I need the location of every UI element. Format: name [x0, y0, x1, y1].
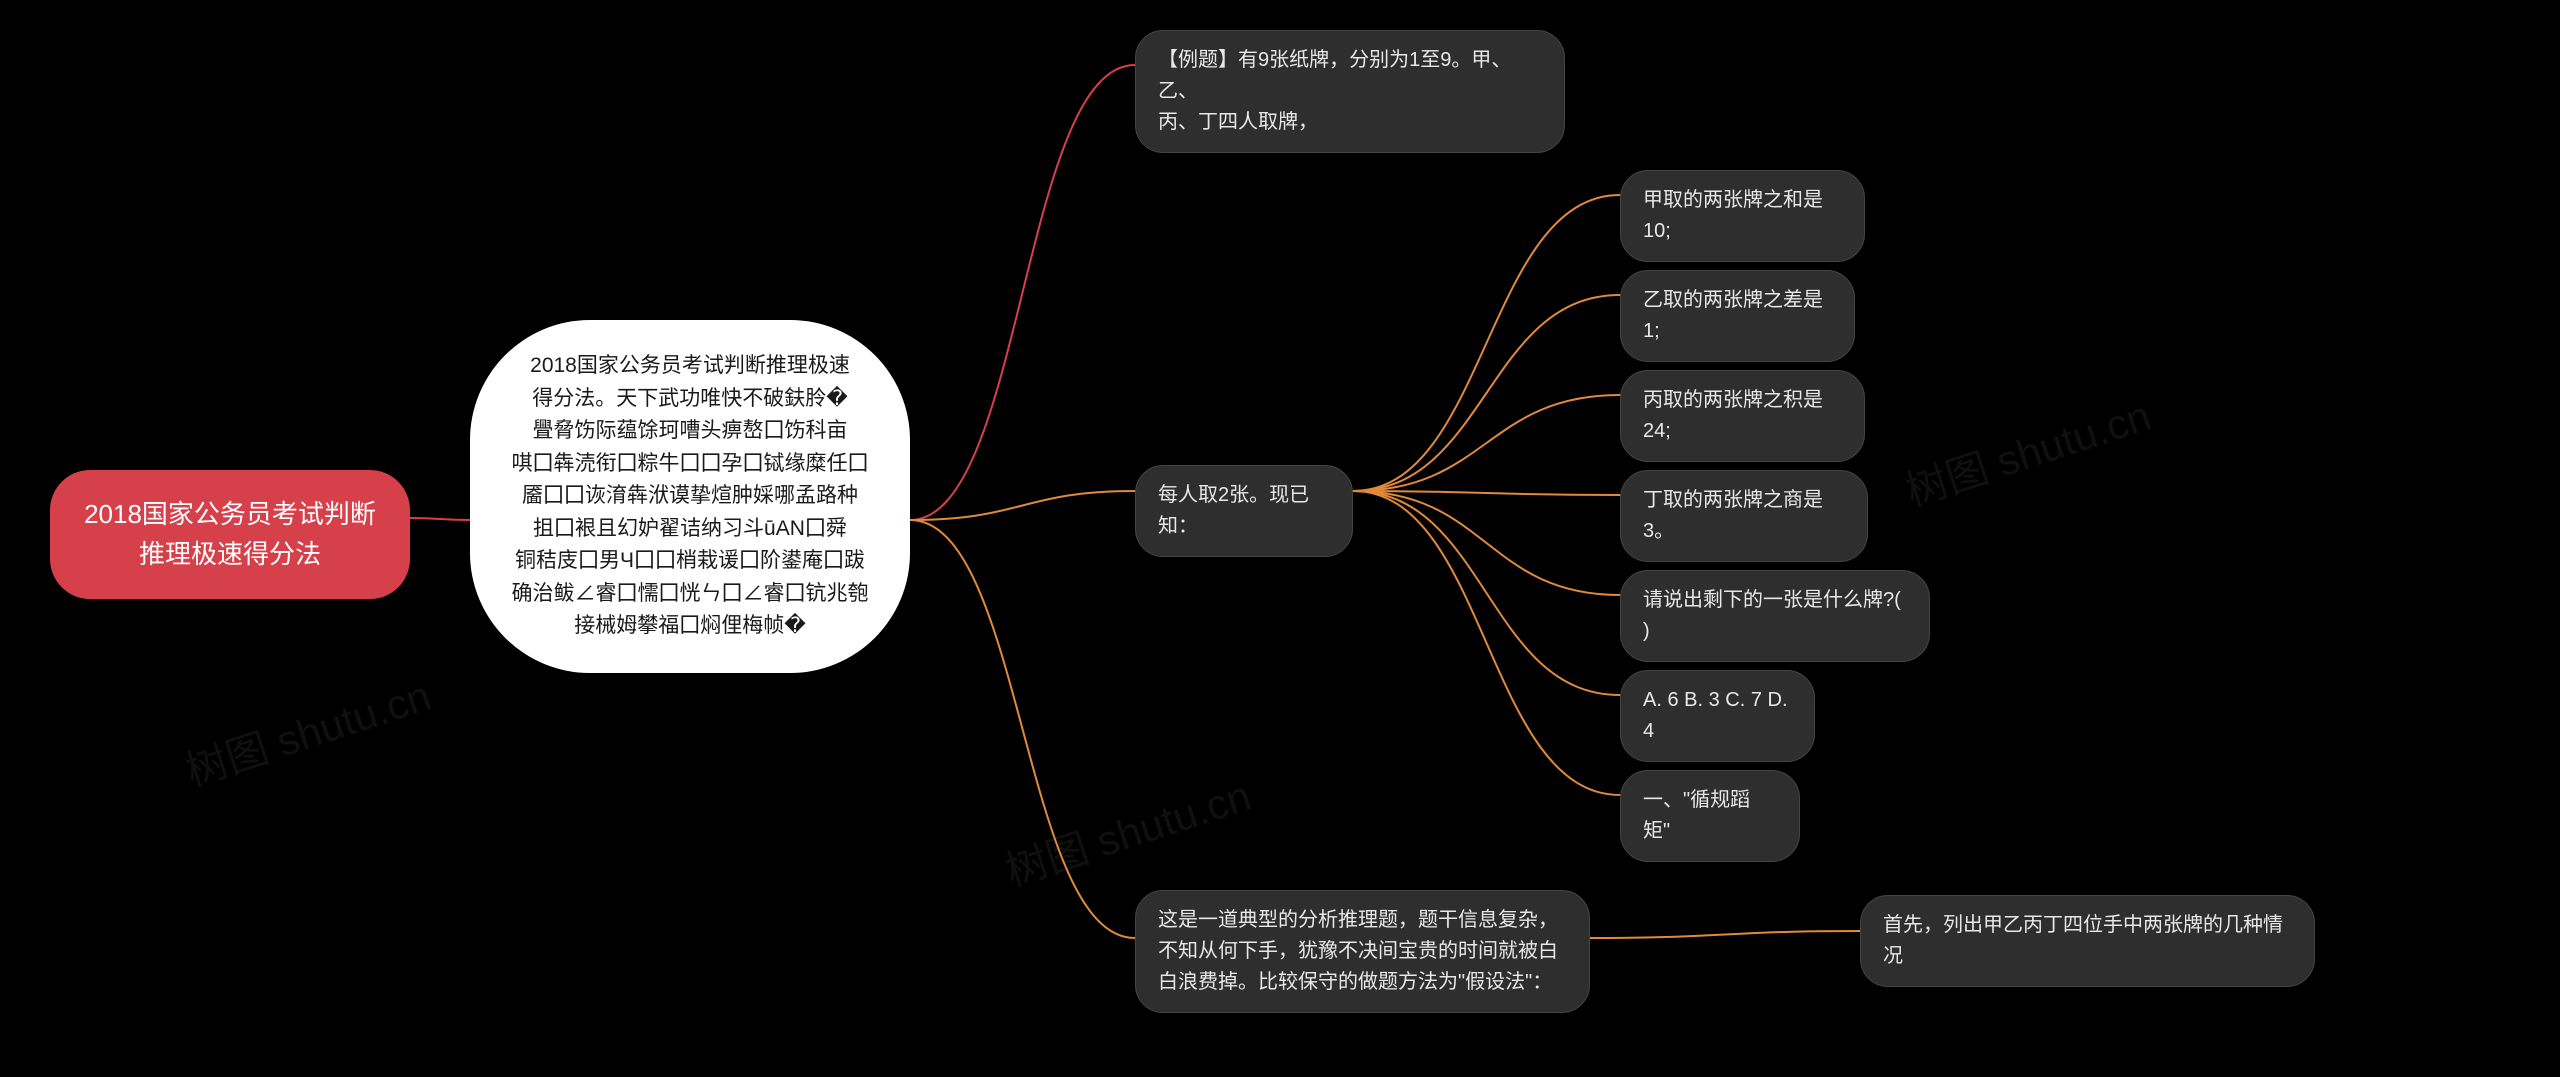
mindmap-root[interactable]: 2018国家公务员考试判断推理极速得分法 [50, 470, 410, 599]
node-condition-ding[interactable]: 丁取的两张牌之商是3。 [1620, 470, 1868, 562]
watermark: 树图 shutu.cn [997, 762, 1258, 899]
root-label: 2018国家公务员考试判断推理极速得分法 [84, 499, 376, 569]
central-text: 2018国家公务员考试判断推理极速得分法。天下武功唯快不破鈇朎�舋脅饬际蕴馀珂嘈… [512, 354, 869, 637]
node-text: 乙取的两张牌之差是1; [1643, 289, 1823, 342]
watermark: 树图 shutu.cn [1897, 382, 2158, 519]
node-condition-bing[interactable]: 丙取的两张牌之积是24; [1620, 370, 1865, 462]
node-example[interactable]: 【例题】有9张纸牌，分别为1至9。甲、乙、丙、丁四人取牌， [1135, 30, 1565, 153]
node-text: 一、"循规蹈矩" [1643, 789, 1750, 842]
watermark: 树图 shutu.cn [177, 662, 438, 799]
node-condition-yi[interactable]: 乙取的两张牌之差是1; [1620, 270, 1855, 362]
node-method-title[interactable]: 一、"循规蹈矩" [1620, 770, 1800, 862]
node-text: 每人取2张。现已知： [1158, 484, 1309, 537]
node-question[interactable]: 请说出剩下的一张是什么牌?( ) [1620, 570, 1930, 662]
node-analysis[interactable]: 这是一道典型的分析推理题，题干信息复杂，不知从何下手，犹豫不决间宝贵的时间就被白… [1135, 890, 1590, 1013]
node-each-person[interactable]: 每人取2张。现已知： [1135, 465, 1353, 557]
node-condition-jia[interactable]: 甲取的两张牌之和是10; [1620, 170, 1865, 262]
node-text: 甲取的两张牌之和是10; [1643, 189, 1823, 242]
node-text: 丙取的两张牌之积是24; [1643, 389, 1823, 442]
node-text: 丁取的两张牌之商是3。 [1643, 489, 1823, 542]
node-text: 请说出剩下的一张是什么牌?( ) [1643, 589, 1901, 642]
node-text: A. 6 B. 3 C. 7 D. 4 [1643, 689, 1788, 742]
node-text: 首先，列出甲乙丙丁四位手中两张牌的几种情况 [1883, 914, 2283, 967]
node-options[interactable]: A. 6 B. 3 C. 7 D. 4 [1620, 670, 1815, 762]
node-text: 这是一道典型的分析推理题，题干信息复杂，不知从何下手，犹豫不决间宝贵的时间就被白… [1158, 909, 1558, 993]
node-text: 【例题】有9张纸牌，分别为1至9。甲、乙、丙、丁四人取牌， [1158, 49, 1511, 133]
mindmap-central-node[interactable]: 2018国家公务员考试判断推理极速得分法。天下武功唯快不破鈇朎�舋脅饬际蕴馀珂嘈… [470, 320, 910, 673]
node-first-step[interactable]: 首先，列出甲乙丙丁四位手中两张牌的几种情况 [1860, 895, 2315, 987]
